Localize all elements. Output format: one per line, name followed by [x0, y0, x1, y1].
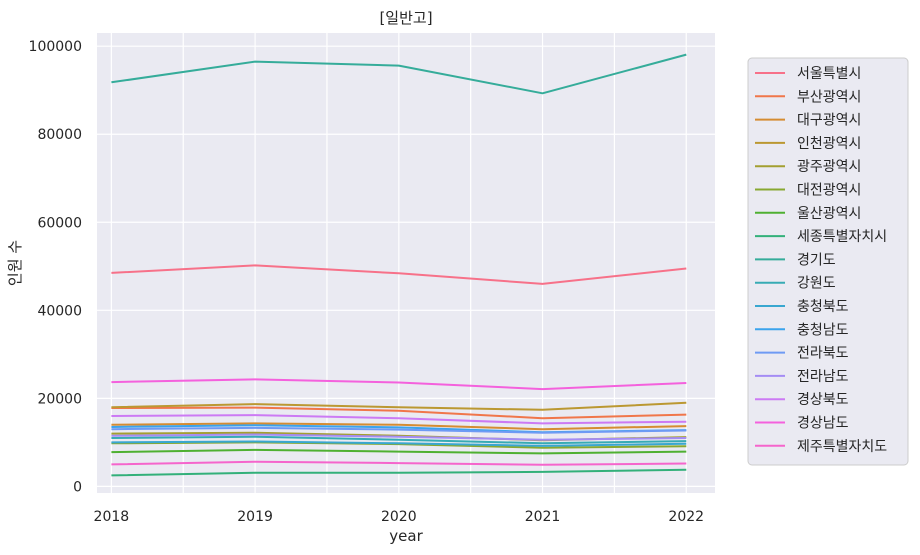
y-axis-title: 인원 수 [6, 240, 24, 286]
x-tick-label: 2021 [525, 509, 561, 525]
grid [97, 33, 715, 493]
y-tick-labels: 0 20000 40000 60000 80000 100000 [29, 39, 82, 495]
series-line [111, 448, 687, 455]
series-line [111, 433, 687, 441]
legend-label: 인천광역시 [797, 136, 861, 152]
series-line [111, 414, 687, 425]
series-line [111, 264, 687, 285]
legend-label: 서울특별시 [797, 66, 861, 82]
legend-label: 전라북도 [797, 346, 849, 362]
x-tick-label: 2018 [94, 509, 130, 525]
series-lines [111, 53, 687, 477]
legend-box [747, 57, 909, 466]
legend-label: 충청남도 [797, 322, 849, 338]
legend-label: 경상북도 [797, 392, 849, 408]
y-tick-label: 80000 [37, 127, 82, 143]
y-tick-label: 20000 [37, 391, 82, 407]
legend-label: 대전광역시 [797, 183, 861, 199]
legend-label: 전라남도 [797, 369, 849, 385]
series-line [111, 435, 687, 445]
x-tick-label: 2022 [668, 509, 704, 525]
legend-items: 서울특별시부산광역시대구광역시인천광역시광주광역시대전광역시울산광역시세종특별자… [755, 66, 887, 455]
legend-label: 부산광역시 [797, 89, 861, 105]
y-tick-label: 0 [73, 479, 82, 495]
legend-label: 세종특별자치시 [797, 229, 887, 245]
series-line [111, 422, 687, 431]
legend: 서울특별시부산광역시대구광역시인천광역시광주광역시대전광역시울산광역시세종특별자… [747, 57, 909, 466]
legend-label: 강원도 [797, 276, 836, 292]
series-line [111, 440, 687, 447]
legend-label: 충청북도 [797, 299, 849, 315]
series-line [111, 426, 687, 434]
series-line [111, 468, 687, 477]
y-tick-label: 100000 [29, 39, 82, 55]
y-tick-label: 60000 [37, 215, 82, 231]
x-tick-labels: 2018 2019 2020 2021 2022 [94, 509, 705, 525]
legend-label: 경상남도 [797, 416, 849, 432]
legend-label: 울산광역시 [797, 206, 861, 222]
x-tick-label: 2019 [237, 509, 273, 525]
legend-label: 대구광역시 [797, 113, 861, 129]
series-line [111, 406, 687, 420]
x-tick-label: 2020 [381, 509, 417, 525]
series-line [111, 460, 687, 466]
legend-label: 경기도 [797, 252, 836, 268]
chart-title: [일반고] [379, 9, 432, 27]
series-line [111, 378, 687, 391]
x-axis-title: year [389, 527, 423, 545]
series-line [111, 53, 687, 95]
series-line [111, 401, 687, 411]
y-tick-label: 40000 [37, 303, 82, 319]
legend-label: 광주광역시 [797, 159, 861, 175]
legend-label: 제주특별자치도 [797, 439, 887, 455]
